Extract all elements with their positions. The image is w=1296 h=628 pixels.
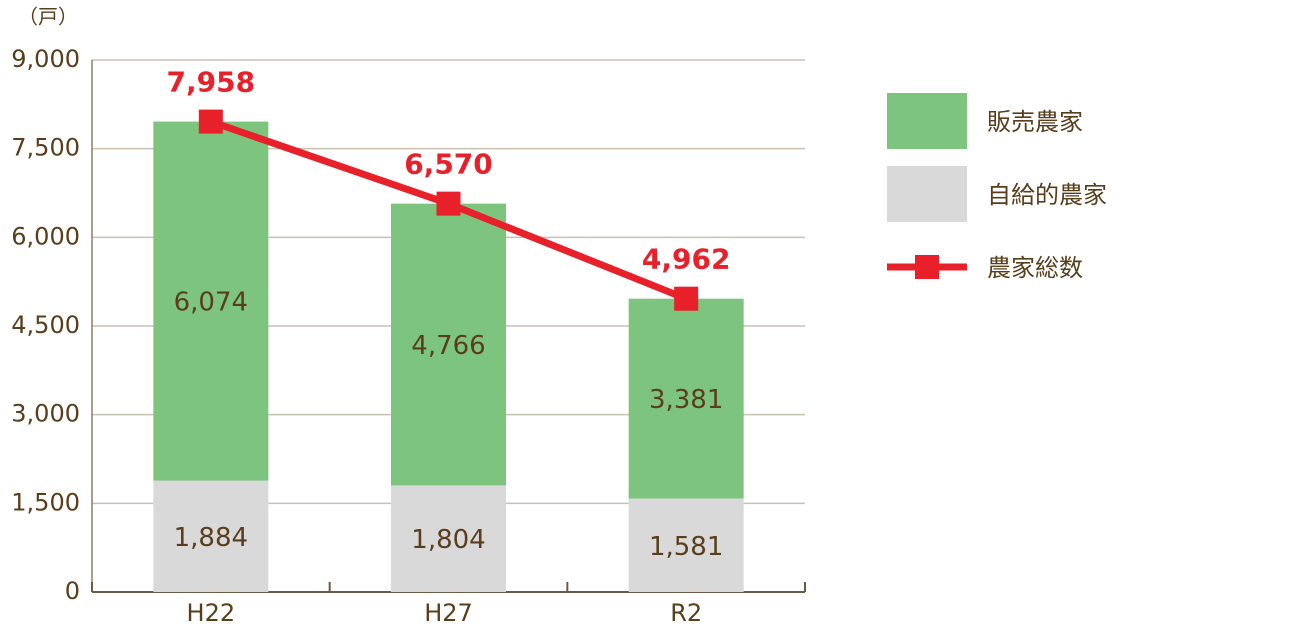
line-value-label: 6,570 [404, 148, 493, 181]
bar-value-label: 4,766 [411, 331, 485, 361]
bar-segment [628, 298, 744, 499]
bar-segment [628, 498, 744, 592]
y-tick-label: 4,500 [11, 311, 80, 339]
y-tick-label: 9,000 [11, 45, 80, 73]
bar-value-label: 3,381 [649, 385, 723, 415]
bar-segment [153, 480, 269, 592]
x-tick-label: H27 [424, 599, 473, 627]
y-tick-label: 3,000 [11, 400, 80, 428]
line-value-label: 7,958 [167, 66, 256, 99]
bar-value-label: 1,884 [174, 523, 248, 553]
y-tick-label: 0 [65, 577, 80, 605]
line-marker [198, 109, 223, 134]
x-tick-label: R2 [670, 599, 702, 627]
x-tick-label: H22 [187, 599, 236, 627]
bar-value-label: 6,074 [174, 288, 248, 318]
y-tick-label: 7,500 [11, 134, 80, 162]
bar-segment [391, 203, 506, 486]
legend-marker [915, 255, 939, 279]
legend-swatch [887, 93, 967, 149]
legend-label: 農家総数 [987, 254, 1083, 282]
legend-swatch [887, 166, 967, 222]
bar-segment [391, 485, 506, 592]
line-value-label: 4,962 [642, 243, 731, 276]
line-marker [436, 191, 461, 216]
legend-label: 自給的農家 [987, 181, 1107, 209]
y-tick-label: 6,000 [11, 222, 80, 250]
y-tick-label: 1,500 [11, 488, 80, 516]
line-marker [674, 286, 699, 311]
unit-label: （戸） [18, 5, 78, 29]
bar-value-label: 1,804 [411, 525, 485, 555]
legend-label: 販売農家 [987, 108, 1083, 136]
bar-value-label: 1,581 [649, 532, 723, 562]
bar-segment [153, 121, 269, 481]
